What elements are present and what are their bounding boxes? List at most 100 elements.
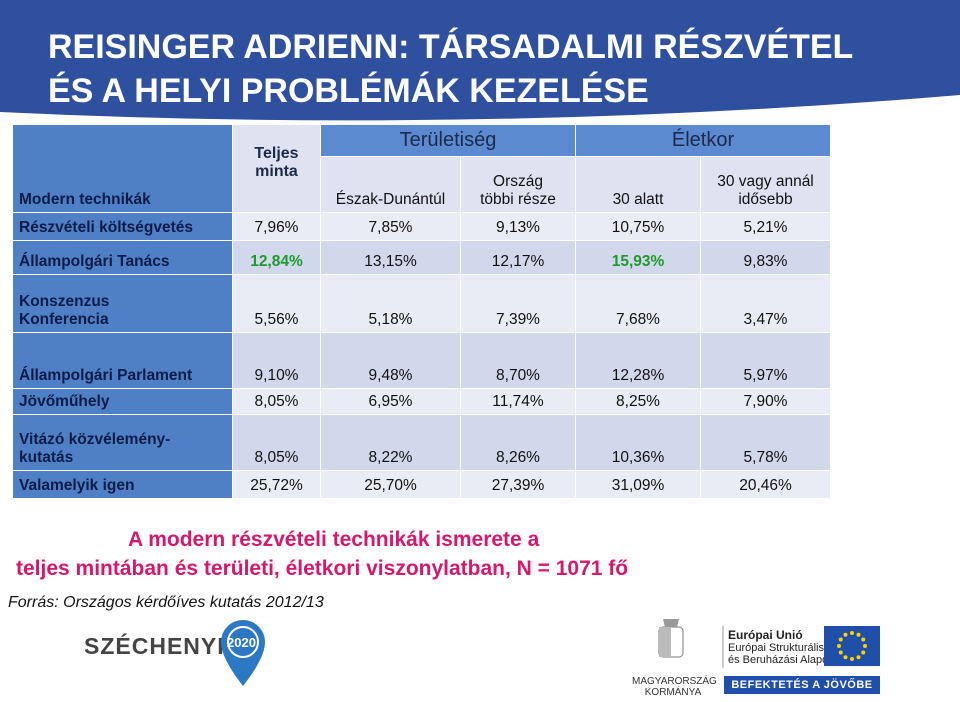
cell-line: Konszenzus	[19, 293, 110, 310]
cell-line: Állampolgári Tanács	[19, 253, 170, 270]
eu-line: és Beruházási Alapok	[728, 654, 834, 666]
title-banner	[0, 0, 960, 121]
row-label: Állampolgári Tanács	[12, 240, 233, 275]
eu-slogan: BEFEKTETÉS A JÖVŐBE	[724, 676, 880, 694]
value-cell: 5,21%	[700, 212, 831, 241]
value-cell: 12,84%	[232, 240, 321, 275]
value-cell: 27,39%	[460, 470, 576, 499]
cell-line: Jövőműhely	[19, 393, 110, 410]
data-row: Jövőműhely 8,05% 6,95% 11,74% 8,25% 7,90%	[12, 388, 831, 415]
eu-flag	[824, 626, 880, 666]
value-cell: 7,85%	[320, 212, 461, 241]
star	[837, 644, 841, 648]
caption: teljes mintában és területi, életkori vi…	[16, 557, 629, 580]
value-cell: 9,13%	[460, 212, 576, 241]
value-cell: 7,90%	[700, 388, 831, 415]
data-table: Modern technikák Teljes minta Területiség Él…	[12, 124, 831, 499]
column-header: Ország többi része	[460, 156, 576, 213]
value-cell: 25,70%	[320, 470, 461, 499]
group-header: Életkor	[575, 124, 831, 157]
row-label: Állampolgári Parlament	[12, 332, 233, 389]
value-cell: 9,10%	[232, 332, 321, 389]
value-cell: 12,17%	[460, 240, 576, 275]
star	[850, 657, 854, 661]
data-row: Valamelyik igen 25,72% 25,70% 27,39% 31,09% 2…	[12, 470, 831, 499]
cell-line: minta	[255, 163, 298, 180]
row-label: Valamelyik igen	[12, 470, 233, 499]
value-cell: 5,18%	[320, 274, 461, 333]
value-cell: 7,68%	[575, 274, 701, 333]
value-cell: 7,39%	[460, 274, 576, 333]
row-label: Részvételi költségvetés	[12, 212, 233, 241]
value-cell: 5,78%	[700, 414, 831, 471]
value-cell: 6,95%	[320, 388, 461, 415]
star	[861, 650, 866, 655]
cell-line: többi része	[480, 191, 556, 208]
star	[861, 637, 866, 642]
coat-of-arms	[658, 619, 684, 658]
value-cell: 5,97%	[700, 332, 831, 389]
value-cell: 3,47%	[700, 274, 831, 333]
cell-line: 30 alatt	[612, 191, 664, 208]
value-cell: 9,83%	[700, 240, 831, 275]
cell-line: Állampolgári Parlament	[19, 367, 193, 384]
star	[838, 637, 843, 642]
value-cell: 8,05%	[232, 414, 321, 471]
data-row: Konszenzus Konferencia 5,56% 5,18% 7,39% 7,68…	[12, 274, 831, 333]
gov-line: MAGYARORSZÁG	[632, 676, 717, 687]
cell-line: Vitázó közvélemény-	[19, 431, 171, 448]
szechenyi-logo-text: SZÉCHENYI	[84, 633, 225, 659]
caption: A modern részvételi technikák ismerete a	[128, 528, 540, 551]
value-cell: 15,93%	[575, 240, 701, 275]
value-cell: 8,70%	[460, 332, 576, 389]
header-row: Észak-Dunántúl Ország többi része 30 alatt 3…	[13, 156, 831, 213]
data-row: Állampolgári Tanács 12,84% 13,15% 12,17% 15,…	[12, 240, 831, 275]
value-cell: 7,96%	[232, 212, 321, 241]
eu-line: Európai Strukturális	[728, 642, 824, 654]
value-cell: 5,56%	[232, 274, 321, 333]
value-cell: 8,22%	[320, 414, 461, 471]
eu-line: Európai Unió	[728, 628, 803, 642]
value-cell: 8,26%	[460, 414, 576, 471]
cell-line: 30 vagy annál	[717, 173, 814, 190]
value-cell: 11,74%	[460, 388, 576, 415]
star	[856, 632, 861, 637]
cell-line: kutatás	[19, 449, 74, 466]
value-cell: 10,75%	[575, 212, 701, 241]
row-label: Konszenzus Konferencia	[12, 274, 233, 333]
value-cell: 8,25%	[575, 388, 701, 415]
star	[863, 644, 867, 648]
star	[843, 655, 848, 660]
gov-logo-text: MAGYARORSZÁG KORMÁNYA	[632, 676, 717, 698]
star	[850, 631, 854, 635]
gov-line: KORMÁNYA	[644, 687, 702, 698]
header-row: Modern technikák Teljes minta Területiség Él…	[12, 124, 831, 213]
cell-line: Részvételi költségvetés	[19, 219, 194, 236]
row-label: Jövőműhely	[12, 388, 233, 415]
divider	[722, 626, 724, 668]
cell-line: Valamelyik igen	[19, 477, 135, 494]
value-cell: 9,48%	[320, 332, 461, 389]
value-cell: 10,36%	[575, 414, 701, 471]
corner-cell: Modern technikák	[12, 124, 233, 213]
szechenyi-year: 2020	[227, 635, 256, 650]
value-cell: 13,15%	[320, 240, 461, 275]
value-cell: 31,09%	[575, 470, 701, 499]
column-header: 30 vagy annál idősebb	[700, 156, 831, 213]
title-line: REISINGER ADRIENN: TÁRSADALMI RÉSZVÉTEL	[48, 28, 854, 66]
star	[856, 655, 861, 660]
title-line: ÉS A HELYI PROBLÉMÁK KEZELÉSE	[48, 72, 649, 110]
total-header: Teljes minta	[232, 124, 321, 213]
value-cell: 20,46%	[700, 470, 831, 499]
source: Forrás: Országos kérdőíves kutatás 2012/…	[8, 594, 324, 611]
star	[838, 650, 843, 655]
banner-shape	[0, 0, 960, 121]
row-label: Vitázó közvélemény-kutatás	[12, 414, 233, 471]
star	[843, 632, 848, 637]
data-row: Részvételi költségvetés 7,96% 7,85% 9,13% 10…	[12, 212, 831, 241]
value-cell: 12,28%	[575, 332, 701, 389]
data-row: Vitázó közvélemény-kutatás 8,05% 8,22% 8,26…	[12, 414, 831, 471]
data-row: Állampolgári Parlament 9,10% 9,48% 8,70% 12,…	[12, 332, 831, 389]
column-header: Észak-Dunántúl	[320, 156, 461, 213]
